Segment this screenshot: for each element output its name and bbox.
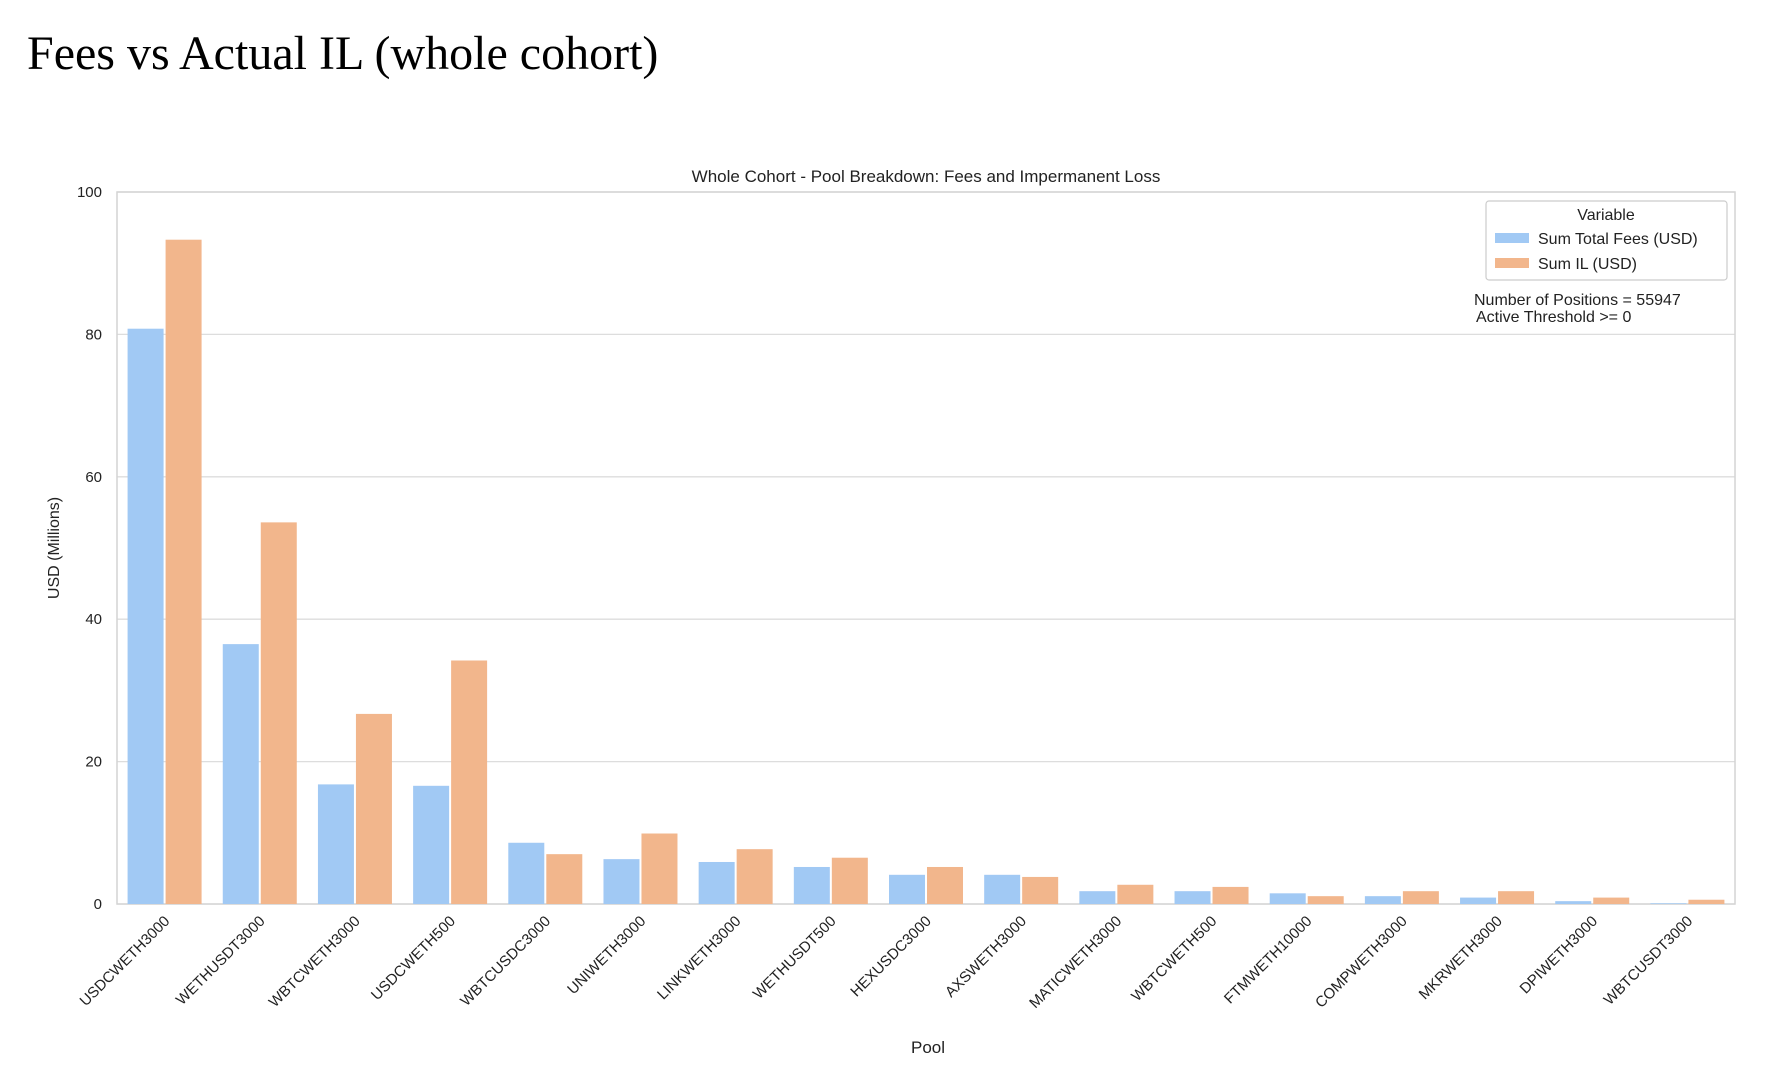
legend-swatch-fees (1495, 233, 1529, 243)
legend-swatch-il (1495, 258, 1529, 268)
bar-fees-wethusdt3000 (222, 644, 259, 904)
bar-il-dpiweth3000 (1593, 897, 1630, 904)
bar-il-axsweth3000 (1022, 876, 1059, 904)
bar-il-wethusdt500 (831, 857, 868, 904)
legend-title: Variable (1577, 207, 1635, 224)
positions-annotation: Number of Positions = 55947 (1474, 292, 1681, 309)
bar-il-maticweth3000 (1117, 884, 1154, 904)
bar-il-wbtcusdt3000 (1688, 899, 1725, 904)
bar-fees-linkweth3000 (698, 861, 735, 904)
x-tick-label: COMPWETH3000 (1312, 913, 1411, 1012)
y-tick-labels: 0 20 40 60 80 100 (77, 184, 102, 913)
x-axis-label: Pool (911, 1038, 945, 1057)
y-tick-label: 0 (94, 896, 102, 913)
x-tick-label: MKRWETH3000 (1416, 913, 1506, 1003)
page-title: Fees vs Actual IL (whole cohort) (27, 27, 659, 80)
bar-il-hexusdc3000 (927, 866, 963, 904)
bars (127, 239, 1725, 905)
bar-fees-hexusdc3000 (889, 874, 925, 904)
x-tick-label: WBTCWETH500 (1128, 913, 1220, 1005)
bar-fees-maticweth3000 (1079, 891, 1116, 904)
bar-il-mkrweth3000 (1498, 891, 1535, 904)
y-tick-label: 100 (77, 184, 102, 201)
bar-il-uniweth3000 (641, 833, 678, 904)
bar-fees-wbtcusdt3000 (1650, 903, 1687, 904)
y-tick-label: 20 (85, 754, 102, 771)
legend-label-fees: Sum Total Fees (USD) (1538, 231, 1698, 248)
y-axis-label: USD (Millions) (46, 497, 63, 599)
bar-il-wbtcusdc3000 (546, 854, 583, 904)
bar-il-wbtcweth3000 (355, 713, 392, 904)
bar-il-usdcweth500 (451, 660, 488, 904)
bar-fees-ftmweth10000 (1269, 893, 1306, 904)
x-tick-label: LINKWETH3000 (654, 913, 744, 1003)
x-tick-label: FTMWETH10000 (1221, 913, 1316, 1008)
bar-fees-wbtcweth3000 (317, 784, 354, 904)
legend: Variable Sum Total Fees (USD) Sum IL (US… (1485, 200, 1728, 281)
x-tick-label: UNIWETH3000 (564, 913, 649, 998)
bar-fees-usdcweth500 (413, 785, 450, 904)
x-tick-label: HEXUSDC3000 (847, 913, 934, 1000)
y-tick-label: 40 (85, 611, 102, 628)
bar-il-linkweth3000 (736, 849, 773, 904)
legend-label-il: Sum IL (USD) (1538, 256, 1637, 273)
bar-il-usdcweth3000 (165, 239, 202, 905)
x-tick-label: USDCWETH3000 (77, 913, 174, 1010)
x-tick-label: AXSWETH3000 (942, 913, 1030, 1001)
x-tick-label: WETHUSDT3000 (173, 913, 269, 1009)
x-tick-label: USDCWETH500 (368, 913, 459, 1004)
x-tick-label: WBTCUSDT3000 (1601, 913, 1697, 1009)
bar-fees-uniweth3000 (603, 859, 640, 904)
chart-title: Whole Cohort - Pool Breakdown: Fees and … (692, 167, 1161, 186)
bar-il-wbtcweth500 (1212, 886, 1249, 904)
plot-frame (116, 191, 1736, 905)
bar-fees-wbtcweth500 (1174, 891, 1211, 904)
bar-fees-dpiweth3000 (1555, 901, 1592, 904)
bar-fees-usdcweth3000 (127, 328, 164, 905)
bar-il-wethusdt3000 (260, 522, 297, 904)
bar-il-ftmweth10000 (1307, 896, 1344, 904)
bar-fees-mkrweth3000 (1460, 897, 1497, 904)
bar-fees-axsweth3000 (984, 874, 1021, 904)
bar-fees-wethusdt500 (793, 866, 830, 904)
x-tick-label: MATICWETH3000 (1026, 913, 1125, 1012)
y-tick-label: 80 (85, 326, 102, 343)
bar-il-compweth3000 (1402, 891, 1439, 904)
legend-box (1485, 200, 1728, 281)
x-tick-label: WETHUSDT500 (750, 913, 840, 1003)
x-tick-label: WBTCWETH3000 (266, 913, 364, 1011)
x-tick-label: DPIWETH3000 (1517, 913, 1602, 998)
bar-fees-wbtcusdc3000 (508, 842, 545, 904)
y-tick-label: 60 (85, 469, 102, 486)
x-tick-label: WBTCUSDC3000 (457, 913, 554, 1010)
bar-fees-compweth3000 (1364, 896, 1401, 904)
threshold-annotation: Active Threshold >= 0 (1476, 309, 1631, 326)
